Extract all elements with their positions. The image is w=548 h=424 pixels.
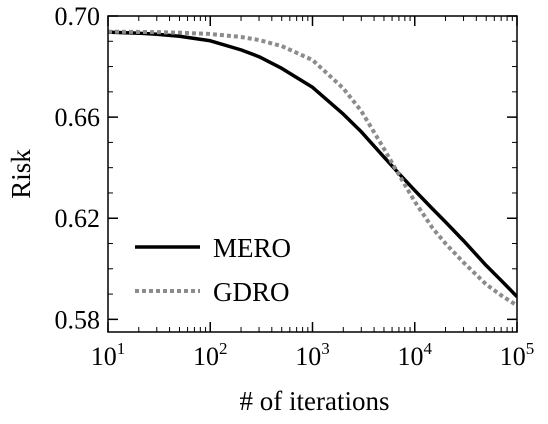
plot-frame xyxy=(107,15,518,333)
plot-area xyxy=(108,29,517,308)
y-tick-label: 0.70 xyxy=(55,2,101,31)
series-line-mero xyxy=(108,30,517,298)
y-tick-label: 0.62 xyxy=(55,204,101,233)
series-line-gdro xyxy=(108,29,517,308)
legend-label-gdro: GDRO xyxy=(213,277,290,307)
y-tick-label: 0.58 xyxy=(55,305,101,334)
x-tick-label: 102 xyxy=(193,339,228,371)
x-tick-label: 105 xyxy=(500,339,535,371)
x-axis-label: # of iterations xyxy=(240,386,390,416)
y-axis-label: Risk xyxy=(6,149,36,199)
legend: MERO GDRO xyxy=(135,233,291,307)
legend-label-mero: MERO xyxy=(213,233,291,263)
x-tick-label: 101 xyxy=(91,339,126,371)
x-tick-label: 104 xyxy=(398,339,433,371)
y-tick-label: 0.66 xyxy=(55,103,101,132)
x-tick-label: 103 xyxy=(295,339,330,371)
axes: 101 102 103 104 105 0.58 0.62 0.66 0.70 xyxy=(55,2,535,371)
